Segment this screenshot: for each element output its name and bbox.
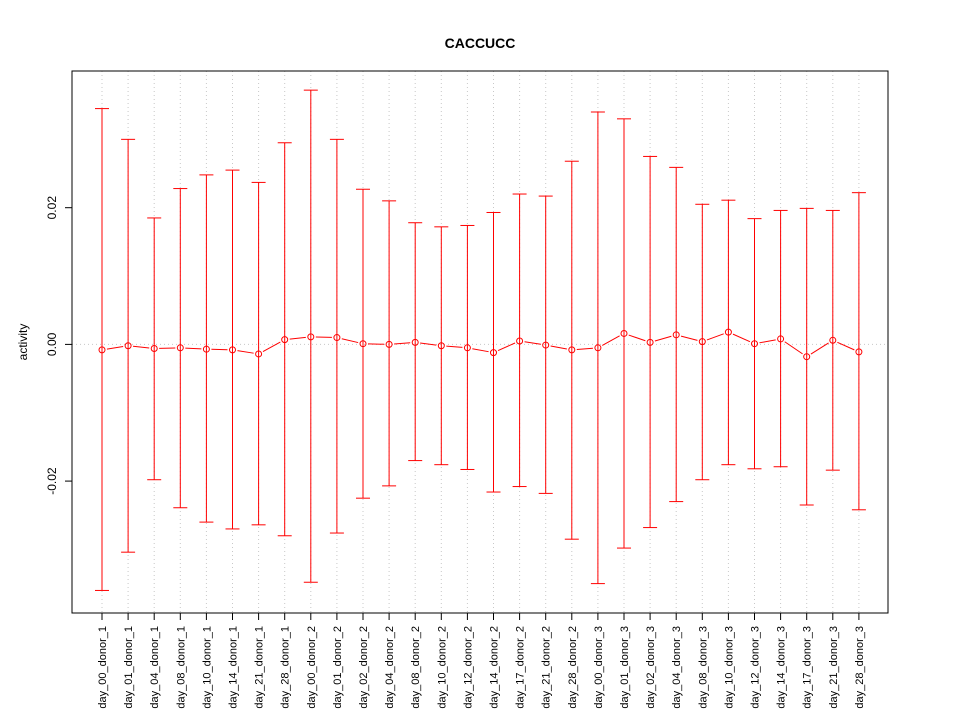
data-point <box>359 340 367 348</box>
data-point <box>672 331 680 339</box>
data-point <box>516 337 524 345</box>
x-tick-label: day_04_donor_1 <box>149 626 161 709</box>
series-line-segment <box>446 345 463 348</box>
data-point <box>620 329 628 337</box>
data-point <box>437 342 445 350</box>
data-point <box>777 335 785 343</box>
data-point <box>463 344 471 352</box>
data-point <box>229 346 236 354</box>
data-point <box>98 346 106 354</box>
data-point <box>803 353 811 361</box>
series-line-segment <box>106 346 124 350</box>
data-point <box>202 345 210 353</box>
x-tick-label: day_17_donor_3 <box>802 626 814 709</box>
x-tick-label: day_28_donor_3 <box>854 626 866 709</box>
x-tick-label: day_17_donor_2 <box>515 626 527 709</box>
series-line-segment <box>185 347 202 350</box>
data-point <box>385 340 393 348</box>
x-tick-label: day_14_donor_1 <box>228 626 240 709</box>
data-point <box>568 346 576 354</box>
x-tick-label: day_14_donor_2 <box>489 626 501 709</box>
y-tick-label: -0.02 <box>45 467 59 495</box>
series-line-segment <box>472 348 489 353</box>
x-tick-label: day_01_donor_2 <box>332 626 344 709</box>
x-tick-label: day_21_donor_3 <box>828 626 840 709</box>
x-tick-label: day_14_donor_3 <box>776 626 788 709</box>
y-tick-label: 0.00 <box>45 332 59 356</box>
x-tick-label: day_08_donor_3 <box>697 626 709 709</box>
x-tick-label: day_01_donor_1 <box>123 626 135 709</box>
series-line-segment <box>262 341 281 352</box>
series-line-segment <box>237 350 254 354</box>
x-tick-label: day_12_donor_3 <box>750 626 762 709</box>
data-point <box>829 336 837 344</box>
x-tick-label: day_04_donor_2 <box>384 626 396 709</box>
data-point <box>124 342 132 350</box>
series-line-segment <box>602 335 620 346</box>
x-tick-label: day_08_donor_1 <box>175 626 187 709</box>
x-tick-label: day_02_donor_3 <box>645 626 657 709</box>
data-point <box>176 344 184 352</box>
series-line-segment <box>706 333 724 341</box>
data-point <box>281 336 289 344</box>
data-point <box>307 333 315 341</box>
x-tick-label: day_08_donor_2 <box>410 626 422 709</box>
axes-layer: -0.02 0.00 0.02 day_00_donor_1 day_01_donor_… <box>45 196 866 709</box>
series-line-segment <box>133 345 150 349</box>
series-line-segment <box>420 342 437 346</box>
series-line-segment <box>810 342 829 355</box>
x-tick-label: day_10_donor_2 <box>436 626 448 709</box>
data-point <box>490 349 497 357</box>
series-line-segment <box>289 336 306 340</box>
series-line-segment <box>837 341 855 351</box>
x-tick-label: day_10_donor_3 <box>723 626 735 709</box>
data-point <box>646 338 654 346</box>
x-tick-label: day_12_donor_2 <box>462 626 474 709</box>
series-line-segment <box>524 341 541 345</box>
series-line-segment <box>628 334 646 342</box>
y-tick-label: 0.02 <box>45 196 59 220</box>
data-point <box>255 350 263 358</box>
series-line-segment <box>497 342 516 352</box>
series-line-segment <box>759 339 776 344</box>
series-line-segment <box>550 345 567 350</box>
plot-frame <box>71 70 889 614</box>
chart-title: CACCUCC <box>445 35 516 51</box>
data-point <box>855 348 863 356</box>
x-tick-label: day_10_donor_1 <box>201 626 213 709</box>
x-tick-label: day_00_donor_1 <box>97 626 109 709</box>
x-tick-label: day_04_donor_3 <box>671 626 683 709</box>
series-line-segment <box>394 342 411 345</box>
series-line-segment <box>680 335 698 341</box>
x-tick-label: day_21_donor_2 <box>541 626 553 709</box>
series-layer <box>95 89 866 591</box>
series-line-segment <box>576 347 593 350</box>
x-tick-label: day_01_donor_3 <box>619 626 631 709</box>
data-point <box>724 328 732 336</box>
data-point <box>411 338 419 346</box>
data-point <box>751 340 758 348</box>
series-line-segment <box>654 335 672 342</box>
data-point <box>333 334 341 342</box>
x-tick-label: day_28_donor_2 <box>567 626 579 709</box>
y-axis-label: activity <box>16 324 30 361</box>
x-tick-label: day_21_donor_1 <box>254 626 266 709</box>
x-tick-label: day_02_donor_2 <box>358 626 370 709</box>
data-point <box>594 344 602 352</box>
data-point <box>150 344 158 352</box>
series-line-segment <box>732 333 751 343</box>
x-tick-label: day_28_donor_1 <box>280 626 292 709</box>
x-tick-label: day_00_donor_2 <box>306 626 318 709</box>
data-point <box>698 338 706 346</box>
series-line-segment <box>784 341 803 355</box>
series-line-segment <box>341 338 359 344</box>
x-tick-label: day_00_donor_3 <box>593 626 605 709</box>
data-point <box>542 341 550 349</box>
